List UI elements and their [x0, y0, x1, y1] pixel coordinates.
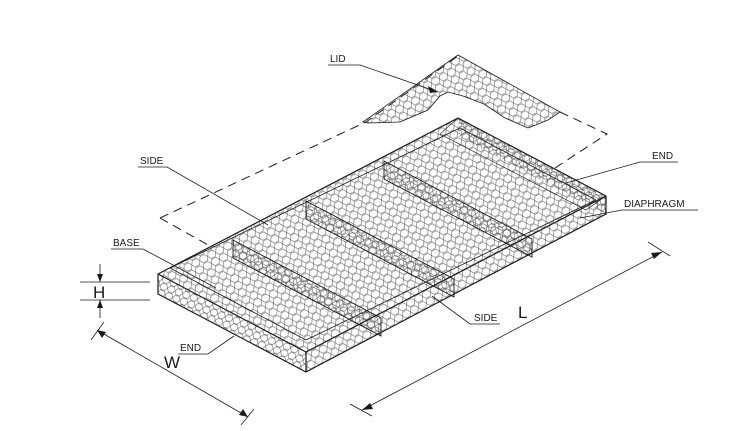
- dimension-length: L: [349, 241, 671, 417]
- label-side-bottom: SIDE: [431, 295, 500, 325]
- lid-mesh: [362, 54, 561, 129]
- label-base: BASE: [111, 238, 217, 289]
- svg-text:SIDE: SIDE: [474, 313, 498, 324]
- label-diaphragm: DIAPHRAGM: [579, 199, 698, 219]
- label-side-top: SIDE: [138, 156, 269, 226]
- label-lid: LID: [328, 54, 439, 93]
- svg-text:END: END: [180, 343, 201, 354]
- svg-text:H: H: [93, 283, 105, 302]
- dimension-height: H: [80, 264, 150, 318]
- box-edges: [157, 117, 607, 373]
- side-face-front: [158, 274, 306, 372]
- svg-text:W: W: [164, 353, 180, 372]
- svg-text:DIAPHRAGM: DIAPHRAGM: [624, 199, 685, 210]
- svg-text:LID: LID: [330, 54, 346, 65]
- svg-text:L: L: [518, 303, 527, 322]
- dimension-width: W: [90, 321, 255, 426]
- svg-text:SIDE: SIDE: [140, 156, 164, 167]
- base-top-face: [158, 118, 606, 352]
- svg-text:END: END: [652, 151, 673, 162]
- svg-text:BASE: BASE: [113, 238, 140, 249]
- label-end-bottom: END: [178, 335, 235, 355]
- label-end-top: END: [565, 151, 678, 184]
